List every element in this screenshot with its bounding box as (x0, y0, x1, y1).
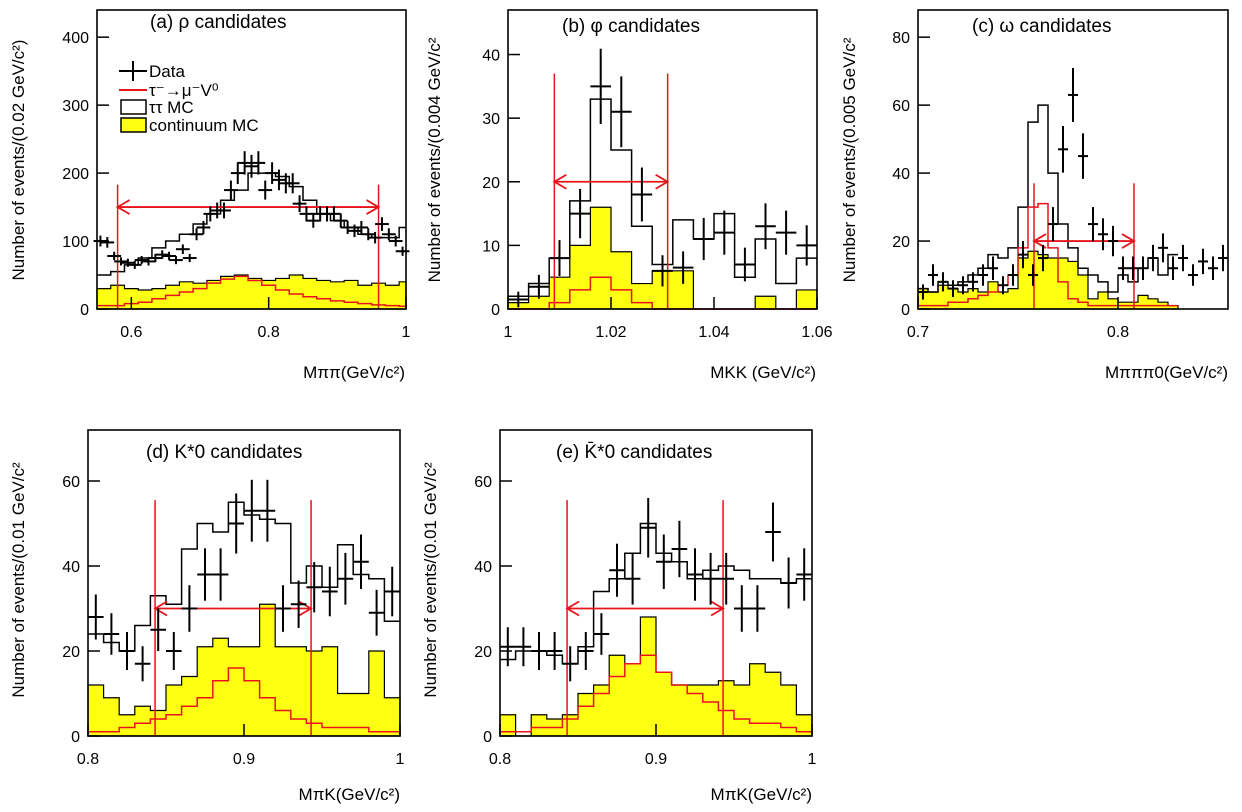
panel-c-ylabel: Number of events/(0.005 GeV/c² (840, 37, 859, 282)
y-tick-label: 40 (474, 559, 492, 576)
legend-data-label: Data (149, 62, 185, 81)
x-tick-label: 0.9 (233, 751, 255, 768)
y-tick-label: 300 (62, 98, 89, 115)
x-tick-label: 0.8 (1107, 324, 1129, 341)
panel-a-ylabel: Number of events/(0.02 GeV/c²) (9, 40, 28, 281)
panel-c-xlabel: Mπππ0(GeV/c²) (1105, 363, 1228, 382)
legend-continuum-label: continuum MC (149, 116, 259, 135)
panel-c-marks (917, 67, 1228, 310)
x-tick-label: 0.6 (120, 324, 142, 341)
panel-e: 0 20 40 60 0.8 0.9 1 (e) K̄*0 candidates MπK(G… (421, 429, 817, 804)
panel-b-ticks: 0 10 20 30 40 1 1.02 1.04 1.06 (482, 48, 832, 341)
y-tick-label: 20 (62, 644, 80, 661)
y-tick-label: 0 (483, 729, 492, 746)
window-arrow-head-left (565, 600, 580, 617)
y-tick-label: 80 (892, 30, 910, 47)
y-tick-label: 40 (892, 166, 910, 183)
panel-b-frame (507, 9, 818, 310)
tautau-mc-hist (88, 501, 400, 652)
y-tick-label: 0 (71, 729, 80, 746)
legend-tautau-label: ττ MC (149, 98, 194, 117)
x-tick-label: 1.02 (595, 324, 626, 341)
y-tick-label: 200 (62, 166, 89, 183)
y-tick-label: 20 (892, 234, 910, 251)
window-arrow-head-left (115, 199, 131, 215)
panel-e-ylabel: Number of events/(0.01 GeV/c² (421, 462, 440, 698)
y-tick-label: 20 (482, 175, 500, 192)
legend-tautau-marker (120, 99, 147, 115)
panel-a-title: (a) ρ candidates (150, 12, 287, 33)
legend: Data τ⁻→μ⁻V⁰ ττ MC continuum MC (119, 61, 259, 135)
panel-c: 0 20 40 60 80 0.7 0.8 (c) ω candidates Mπππ0(G… (840, 9, 1229, 382)
continuum-mc-hist (499, 616, 813, 737)
tautau-mc-hist (500, 522, 812, 665)
panel-a-frame (96, 9, 407, 310)
panel-e-title: (e) K̄*0 candidates (556, 442, 712, 463)
y-tick-label: 30 (482, 111, 500, 128)
window-arrow-head-right (655, 173, 670, 190)
panel-e-ticks: 0 20 40 60 0.8 0.9 1 (474, 474, 816, 768)
panel-c-frame (917, 9, 1229, 310)
window-arrow-head-left (153, 600, 168, 617)
y-tick-label: 100 (62, 234, 89, 251)
x-tick-label: 0.7 (907, 324, 929, 341)
x-tick-label: 1 (808, 751, 817, 768)
panel-d-marks (87, 479, 401, 737)
y-tick-label: 60 (474, 474, 492, 491)
window-arrow-head-right (1121, 233, 1136, 249)
panel-a-marks (93, 151, 410, 310)
y-tick-label: 60 (62, 474, 80, 491)
x-tick-label: 0.8 (489, 751, 511, 768)
signal-mc-hist (918, 202, 1178, 307)
signal-mc-hist (88, 667, 400, 733)
panel-c-ticks: 0 20 40 60 80 0.7 0.8 (892, 30, 1129, 341)
y-tick-label: 40 (482, 48, 500, 65)
legend-signal-label: τ⁻→μ⁻V⁰ (149, 81, 219, 100)
y-tick-label: 40 (62, 559, 80, 576)
x-tick-label: 0.9 (645, 751, 667, 768)
x-tick-label: 1 (402, 324, 411, 341)
panel-d-ticks: 0 20 40 60 0.8 0.9 1 (62, 474, 404, 768)
y-tick-label: 0 (491, 302, 500, 319)
y-tick-label: 400 (62, 30, 89, 47)
panel-b-title: (b) φ candidates (562, 16, 700, 37)
x-tick-label: 1.04 (698, 324, 729, 341)
panel-e-xlabel: MπK(GeV/c²) (711, 785, 812, 804)
panel-a-xlabel: Mππ(GeV/c²) (303, 363, 405, 382)
window-arrow-head-left (552, 173, 567, 190)
panel-e-marks (499, 498, 813, 737)
continuum-mc-hist (96, 274, 407, 310)
panel-d-xlabel: MπK(GeV/c²) (299, 785, 400, 804)
panel-a-ticks: 0 100 200 300 400 0.6 0.8 1 (62, 30, 410, 341)
panel-b-xlabel: MKK (GeV/c²) (710, 363, 816, 382)
x-tick-label: 1.06 (801, 324, 832, 341)
panel-a: 0 100 200 300 400 0.6 0.8 1 (a) ρ candidates Mπ… (9, 9, 411, 382)
y-tick-label: 20 (474, 644, 492, 661)
y-tick-label: 10 (482, 238, 500, 255)
panel-d-title: (d) K*0 candidates (146, 442, 302, 463)
x-tick-label: 1 (504, 324, 513, 341)
y-tick-label: 0 (901, 302, 910, 319)
y-tick-label: 0 (80, 302, 89, 319)
panel-b-ylabel: Number of events/(0.004 GeV/c² (425, 37, 444, 282)
panel-d: 0 20 40 60 0.8 0.9 1 (d) K*0 candidates MπK(Ge… (9, 429, 405, 804)
signal-mc-hist (500, 654, 812, 733)
continuum-mc-hist (917, 250, 1179, 310)
panel-c-title: (c) ω candidates (972, 16, 1111, 37)
x-tick-label: 0.8 (258, 324, 280, 341)
x-tick-label: 0.8 (77, 751, 99, 768)
panel-b-marks (507, 48, 818, 310)
legend-continuum-marker (120, 117, 147, 133)
window-arrow-head-right (366, 199, 381, 215)
panel-d-ylabel: Number of events/(0.01 GeV/c² (9, 462, 28, 698)
window-arrow-head-right (710, 600, 725, 617)
signal-mc-hist (97, 275, 406, 308)
x-tick-label: 1 (396, 751, 405, 768)
y-tick-label: 60 (892, 98, 910, 115)
